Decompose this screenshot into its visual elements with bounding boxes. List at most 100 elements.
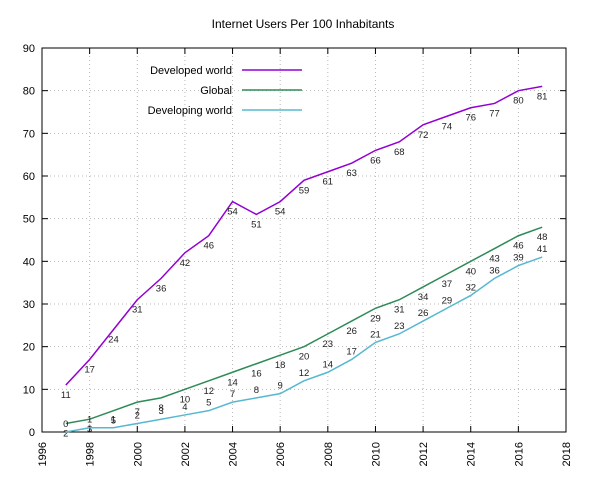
point-label: 46 xyxy=(203,241,214,252)
point-label: 32 xyxy=(465,282,476,293)
svg-text:10: 10 xyxy=(23,384,35,396)
point-label: 17 xyxy=(346,346,357,357)
svg-text:90: 90 xyxy=(23,43,35,55)
point-label: 34 xyxy=(418,292,429,303)
svg-text:0: 0 xyxy=(29,427,35,439)
point-label: 48 xyxy=(537,232,548,243)
point-label: 31 xyxy=(132,305,143,316)
point-label: 41 xyxy=(537,244,548,255)
series-line-developing-world xyxy=(65,256,543,433)
svg-text:2006: 2006 xyxy=(275,442,287,466)
point-label: 17 xyxy=(84,364,95,375)
svg-text:2008: 2008 xyxy=(323,442,335,466)
series-line-global xyxy=(65,226,543,425)
svg-text:2004: 2004 xyxy=(228,442,240,466)
point-label: 9 xyxy=(278,381,283,392)
series-line-developed-world xyxy=(65,85,543,386)
point-label: 23 xyxy=(323,339,334,350)
point-label: 40 xyxy=(465,266,476,277)
legend-label-developing-world: Developing world xyxy=(148,105,232,117)
svg-text:20: 20 xyxy=(23,342,35,354)
point-label: 29 xyxy=(370,313,381,324)
tick-marks xyxy=(41,47,567,433)
svg-text:1996: 1996 xyxy=(37,442,49,466)
svg-text:1998: 1998 xyxy=(85,442,97,466)
svg-text:30: 30 xyxy=(23,299,35,311)
svg-text:2018: 2018 xyxy=(561,442,573,466)
point-label: 46 xyxy=(513,241,524,252)
point-label: 36 xyxy=(489,265,500,276)
point-label: 8 xyxy=(158,403,163,414)
svg-text:2000: 2000 xyxy=(132,442,144,466)
point-label: 14 xyxy=(227,377,238,388)
point-label: 8 xyxy=(254,385,259,396)
point-label: 4 xyxy=(182,402,187,413)
point-label: 29 xyxy=(442,295,453,306)
point-label: 5 xyxy=(206,398,211,409)
svg-text:2010: 2010 xyxy=(370,442,382,466)
point-label: 42 xyxy=(180,258,191,269)
point-label: 68 xyxy=(394,147,405,158)
point-label: 39 xyxy=(513,253,524,264)
point-label: 1 xyxy=(111,415,116,426)
point-label: 51 xyxy=(251,219,262,230)
point-label: 10 xyxy=(180,394,191,405)
point-label: 20 xyxy=(299,352,310,363)
point-label: 16 xyxy=(251,369,262,380)
point-label: 14 xyxy=(323,359,334,370)
point-label: 7 xyxy=(230,389,235,400)
point-label: 7 xyxy=(135,407,140,418)
svg-text:70: 70 xyxy=(23,128,35,140)
point-label: 77 xyxy=(489,108,500,119)
svg-text:60: 60 xyxy=(23,171,35,183)
y-axis-labels: 0 10 20 30 40 50 60 70 80 90 xyxy=(23,43,35,439)
point-label: 72 xyxy=(418,130,429,141)
svg-text:40: 40 xyxy=(23,256,35,268)
point-label: 18 xyxy=(275,360,286,371)
point-label: 26 xyxy=(418,308,429,319)
point-label: 63 xyxy=(346,168,357,179)
x-axis-labels: 1996 1998 2000 2002 2004 2006 2008 2010 2012 2014… xyxy=(37,442,573,466)
legend-label-developed-world: Developed world xyxy=(150,65,232,77)
point-label: 76 xyxy=(465,113,476,124)
svg-text:2016: 2016 xyxy=(513,442,525,466)
series-developed-world: 11 17 24 31 36 42 46 54 51 54 59 61 63 66 68 72 74 76 77 80… xyxy=(61,85,548,401)
point-label: 2 xyxy=(135,410,140,421)
plot-border xyxy=(41,47,567,433)
legend-label-global: Global xyxy=(200,85,232,97)
point-label: 12 xyxy=(203,386,214,397)
point-label: 11 xyxy=(61,390,71,401)
point-label: 43 xyxy=(489,254,500,265)
point-label: 81 xyxy=(537,91,548,102)
point-label: 36 xyxy=(156,283,167,294)
point-label: 26 xyxy=(346,326,357,337)
point-label: 3 xyxy=(158,406,163,417)
point-label: 54 xyxy=(275,207,286,218)
point-label: 23 xyxy=(394,321,405,332)
svg-text:50: 50 xyxy=(23,214,35,226)
point-label: 1 xyxy=(87,415,92,426)
point-label: 59 xyxy=(299,185,310,196)
point-label: 3 xyxy=(87,424,92,435)
point-label: 37 xyxy=(442,279,453,290)
legend: Developed world Global Developing world xyxy=(148,65,302,117)
point-label: 24 xyxy=(108,335,119,346)
point-label: 31 xyxy=(394,305,405,316)
svg-text:2002: 2002 xyxy=(180,442,192,466)
point-label: 80 xyxy=(513,96,524,107)
point-label: 0 xyxy=(63,419,68,430)
point-label: 54 xyxy=(227,207,238,218)
point-label: 5 xyxy=(111,416,116,427)
svg-text:80: 80 xyxy=(23,86,35,98)
chart-title: Internet Users Per 100 Inhabitants xyxy=(212,17,395,31)
point-label: 12 xyxy=(299,368,310,379)
point-label: 66 xyxy=(370,155,381,166)
point-label: 61 xyxy=(323,177,334,188)
point-label: 74 xyxy=(442,121,453,132)
svg-text:2012: 2012 xyxy=(418,442,430,466)
point-label: 21 xyxy=(370,329,381,340)
